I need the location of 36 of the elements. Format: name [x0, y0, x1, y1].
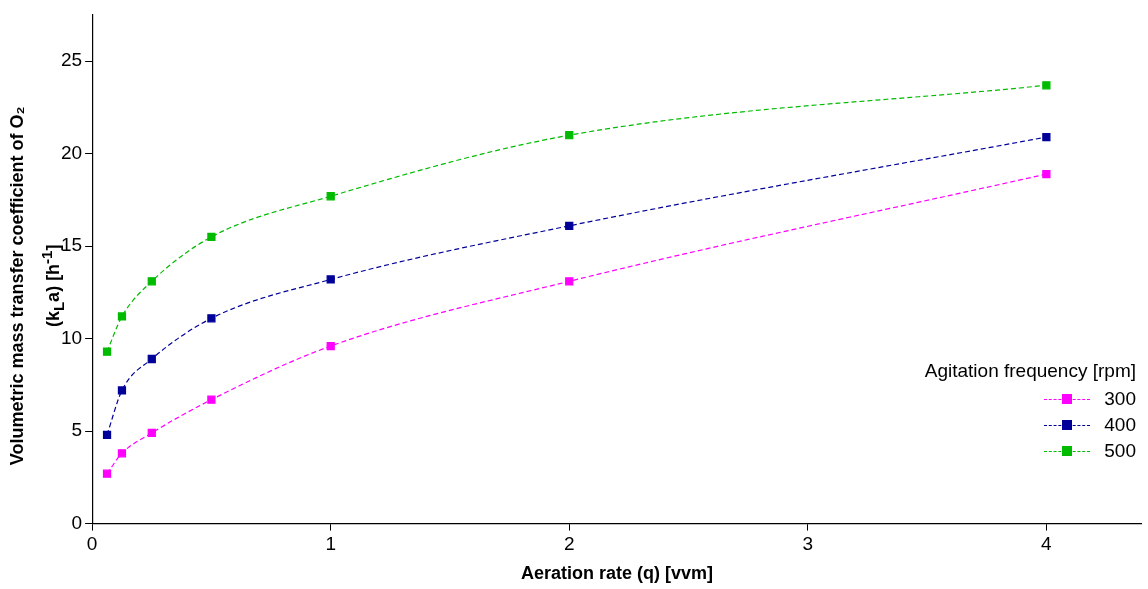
point: [147, 277, 156, 286]
y-tick-label: 5: [71, 419, 83, 441]
x-tick-label: 4: [1041, 533, 1053, 555]
x-tick-label: 0: [86, 533, 98, 555]
point: [1042, 81, 1051, 90]
legend-label: 500: [1103, 440, 1136, 462]
point: [565, 131, 574, 140]
point: [102, 347, 112, 356]
point: [326, 275, 335, 284]
point: [1042, 169, 1051, 179]
legend-label: 400: [1103, 414, 1136, 436]
y-tick-label: 20: [60, 141, 83, 163]
point: [102, 469, 112, 478]
point: [117, 449, 127, 458]
point: [207, 395, 216, 404]
point: [117, 386, 127, 395]
x-axis-title: Aeration rate (q) [vvm]: [520, 563, 713, 584]
x-tick-label: 3: [802, 533, 814, 555]
point: [117, 312, 127, 321]
y-tick-label: 0: [71, 511, 83, 533]
y-tick-label: 10: [60, 326, 83, 348]
y-tick-label: 25: [60, 49, 83, 71]
x-tick-label: 1: [325, 533, 336, 555]
point: [147, 354, 156, 364]
point: [565, 221, 574, 230]
point: [207, 232, 216, 242]
point: [326, 341, 335, 351]
point: [102, 430, 112, 439]
legend-label: 300: [1103, 388, 1136, 410]
x-tick-label: 2: [563, 533, 575, 555]
point: [147, 428, 156, 438]
legend-title: Agitation frequency [rpm]: [924, 360, 1136, 382]
point: [565, 277, 574, 286]
point: [326, 192, 335, 201]
point: [1042, 132, 1051, 142]
point: [207, 314, 216, 323]
